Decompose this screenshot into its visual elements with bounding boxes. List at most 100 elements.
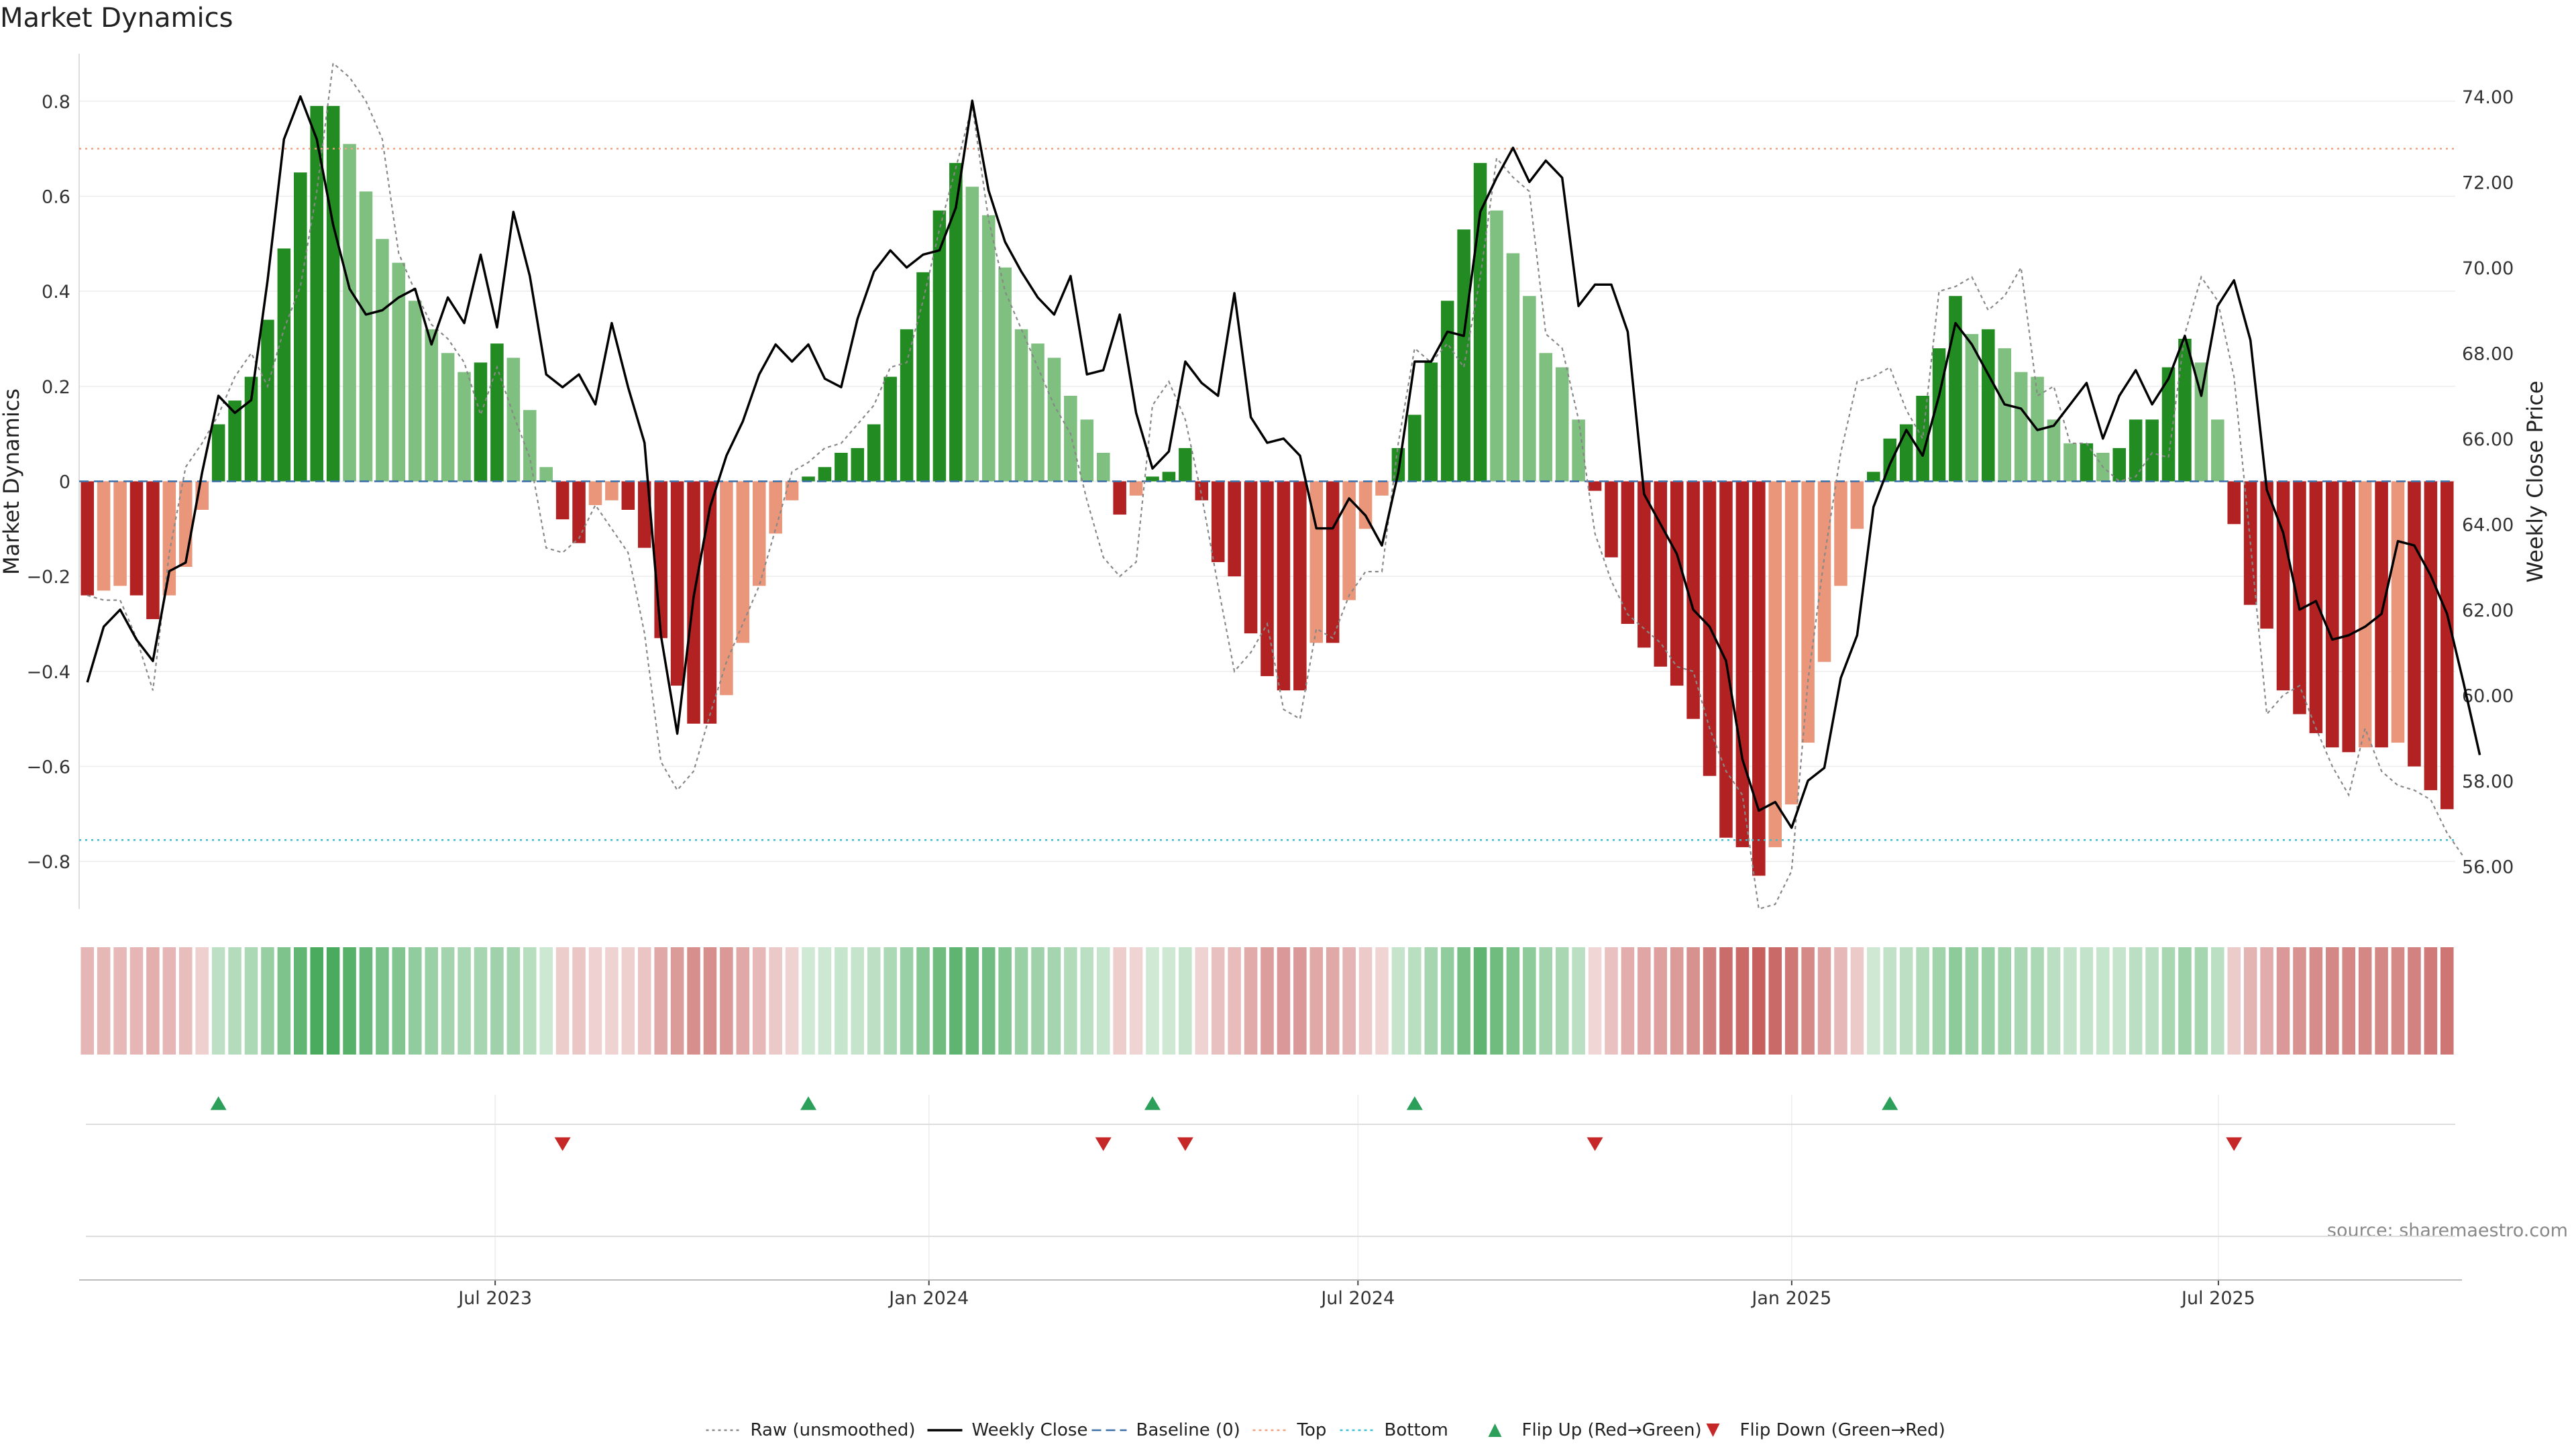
- dynamics-bar: [1195, 481, 1209, 500]
- regime-cell: [80, 947, 94, 1055]
- dynamics-bar: [867, 424, 881, 482]
- regime-cell: [588, 947, 602, 1055]
- dynamics-bar: [1621, 481, 1635, 624]
- regime-cell: [736, 947, 750, 1055]
- right-tick-label: 68.00: [2462, 343, 2514, 364]
- regime-cell: [2211, 947, 2224, 1055]
- dynamics-bar: [670, 481, 684, 686]
- regime-cell: [2424, 947, 2438, 1055]
- dynamics-bar: [1686, 481, 1700, 719]
- dynamics-bar: [1277, 481, 1291, 691]
- regime-cell: [2080, 947, 2094, 1055]
- regime-cell: [818, 947, 832, 1055]
- regime-cell: [1146, 947, 1159, 1055]
- dynamics-bar: [1998, 348, 2012, 482]
- regime-cell: [392, 947, 406, 1055]
- regime-cell: [1998, 947, 2012, 1055]
- regime-cell: [981, 947, 996, 1055]
- dynamics-bar: [1784, 481, 1799, 805]
- regime-cell: [1850, 947, 1864, 1055]
- regime-cell: [1932, 947, 1946, 1055]
- regime-cell: [1719, 947, 1733, 1055]
- legend-label: Baseline (0): [1136, 1420, 1240, 1440]
- legend-item: Baseline (0): [1091, 1420, 1240, 1440]
- right-axis-label: Weekly Close Price: [2522, 380, 2548, 582]
- dynamics-bar: [539, 467, 553, 482]
- regime-cell: [2358, 947, 2372, 1055]
- regime-cell: [752, 947, 766, 1055]
- dynamics-bar: [1326, 481, 1340, 643]
- dynamics-bar: [2161, 367, 2176, 482]
- dynamics-bar: [2408, 481, 2421, 767]
- regime-cell: [2063, 947, 2077, 1055]
- dynamics-bar: [2391, 481, 2405, 743]
- legend-item: Weekly Close: [927, 1420, 1088, 1440]
- dynamics-bar: [2260, 481, 2273, 629]
- chart-title: Market Dynamics: [0, 3, 233, 34]
- dynamics-bar: [1424, 362, 1438, 482]
- dynamics-bar: [458, 372, 471, 482]
- dynamics-bar: [2211, 419, 2224, 482]
- legend-label: Flip Down (Green→Red): [1740, 1420, 1945, 1440]
- regime-cell: [1949, 947, 1962, 1055]
- dynamics-bar: [2063, 443, 2077, 482]
- regime-cell: [1703, 947, 1717, 1055]
- dynamics-bar: [1162, 472, 1176, 482]
- dynamics-bar: [769, 481, 782, 534]
- dynamics-bar: [523, 410, 537, 482]
- regime-cell: [867, 947, 881, 1055]
- legend-label: Top: [1297, 1420, 1327, 1440]
- dynamics-bar: [1260, 481, 1274, 676]
- regime-cell: [1670, 947, 1684, 1055]
- regime-cell: [654, 947, 667, 1055]
- regime-cell: [277, 947, 291, 1055]
- grid-lines: [79, 101, 2455, 1280]
- dynamics-bar: [1638, 481, 1651, 648]
- dynamics-bar: [654, 481, 667, 639]
- regime-cell: [2375, 947, 2388, 1055]
- regime-cell: [851, 947, 865, 1055]
- regime-cell: [2260, 947, 2273, 1055]
- regime-cell: [1784, 947, 1799, 1055]
- legend-label: Weekly Close: [972, 1420, 1088, 1440]
- dynamics-bar: [2145, 419, 2159, 482]
- regime-cell: [916, 947, 930, 1055]
- dynamics-bar: [949, 162, 963, 482]
- dynamics-bar: [1014, 329, 1028, 482]
- dynamics-bar: [752, 481, 766, 586]
- left-tick-label: −0.4: [26, 662, 70, 683]
- regime-cell: [1523, 947, 1536, 1055]
- regime-cell: [802, 947, 815, 1055]
- regime-cell: [1391, 947, 1405, 1055]
- left-tick-label: −0.2: [26, 567, 70, 588]
- regime-cell: [162, 947, 176, 1055]
- regime-cell: [1113, 947, 1126, 1055]
- regime-cell: [769, 947, 782, 1055]
- regime-cell: [1768, 947, 1782, 1055]
- regime-cell: [1916, 947, 1929, 1055]
- x-tick-label: Jul 2023: [457, 1288, 532, 1309]
- dynamics-bar: [1440, 301, 1454, 482]
- dynamics-bar: [310, 105, 323, 482]
- dynamics-bar: [277, 248, 291, 482]
- right-tick-label: 66.00: [2462, 429, 2514, 450]
- reference-lines: [79, 148, 2455, 841]
- dynamics-bar: [703, 481, 717, 724]
- dynamics-bar: [97, 481, 111, 591]
- flip-down-marker: [2226, 1137, 2243, 1151]
- regime-cell: [1867, 947, 1880, 1055]
- x-tick-label: Jul 2024: [1320, 1288, 1395, 1309]
- dynamics-bar: [1768, 481, 1782, 847]
- dynamics-bar: [490, 343, 504, 482]
- regime-cell: [1162, 947, 1176, 1055]
- regime-cell: [605, 947, 619, 1055]
- regime-cell: [555, 947, 570, 1055]
- regime-cell: [146, 947, 160, 1055]
- regime-cell: [2178, 947, 2192, 1055]
- regime-cell: [965, 947, 979, 1055]
- dynamics-bar: [2309, 481, 2323, 733]
- dynamics-bar: [376, 239, 389, 482]
- legend-swatch: [1488, 1424, 1502, 1437]
- dynamics-bar: [1506, 253, 1520, 482]
- dynamics-bar: [2424, 481, 2438, 790]
